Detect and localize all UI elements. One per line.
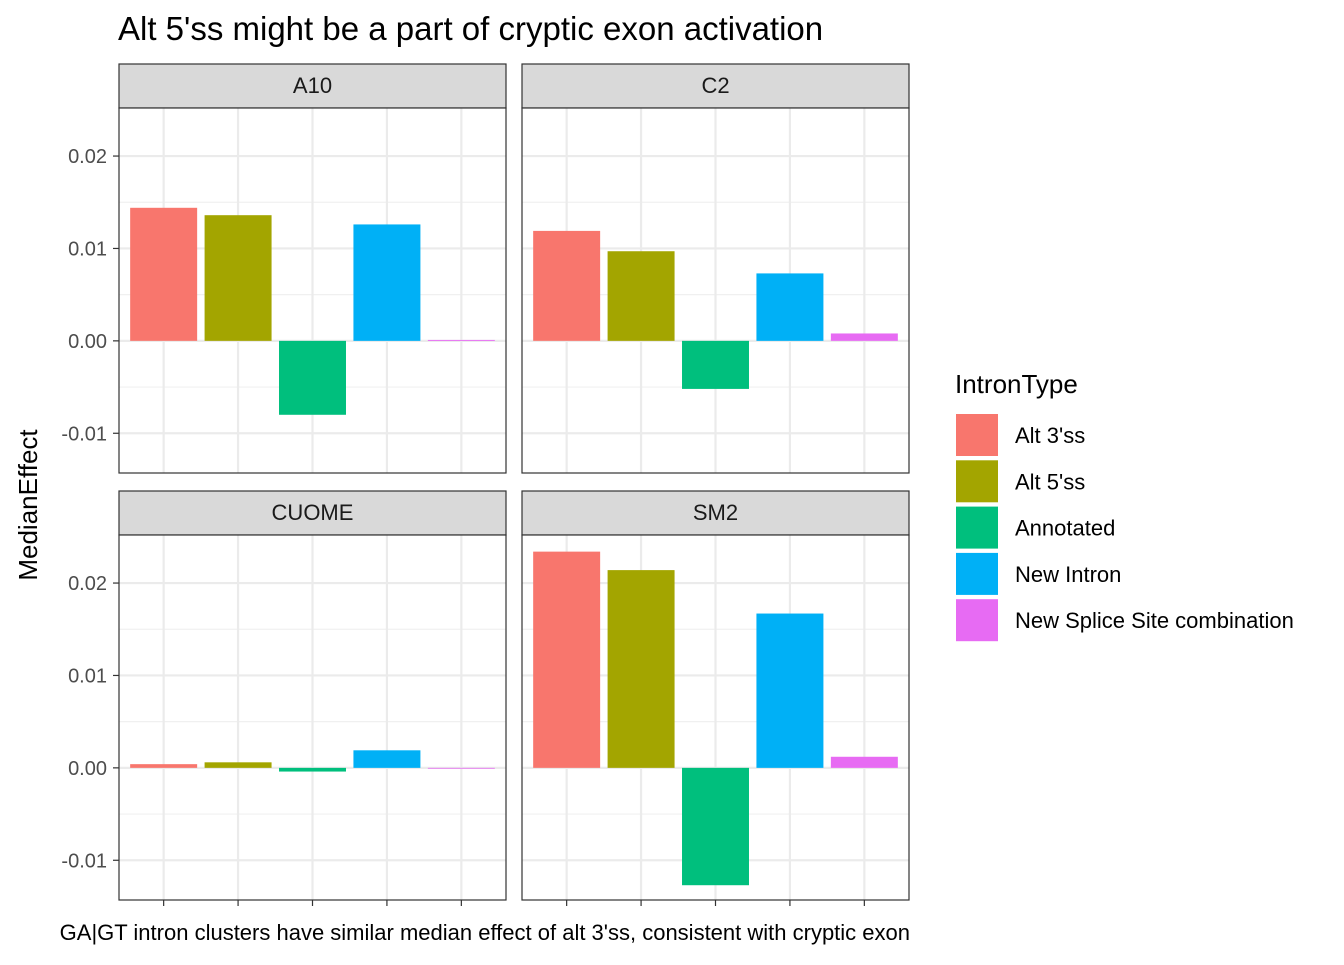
panel-border [521,107,910,474]
facet-panel: A10 -0.01 0.00 0.01 0.02 [61,63,507,474]
chart-title: Alt 5'ss might be a part of cryptic exon… [118,10,823,47]
bar [204,215,272,341]
legend-label: Alt 3'ss [1015,423,1085,448]
legend-swatch [956,414,998,456]
legend-entry: Annotated [956,506,1115,549]
y-tick-label: 0.01 [68,238,107,260]
bar [682,340,749,389]
bar [607,251,675,341]
y-tick-label: 0.00 [68,758,107,780]
panel-border [118,107,507,474]
facet-strip-label: SM2 [693,500,738,525]
legend: IntronType Alt 3'ss Alt 5'ss Annotated New … [955,369,1294,642]
bar [427,339,495,341]
y-axis-label: MedianEffect [13,429,43,581]
facet-strip [118,63,507,109]
facet-strip-label: A10 [293,73,332,98]
legend-swatch [956,552,998,595]
bar [427,767,495,769]
bar [533,551,601,768]
bar [279,767,346,772]
legend-title: IntronType [955,369,1078,399]
chart-caption: GA|GT intron clusters have similar media… [60,920,910,945]
bar [756,273,824,341]
legend-label: Alt 5'ss [1015,469,1085,494]
y-tick-label: 0.02 [68,146,107,168]
bar [607,570,675,768]
legend-entry: New Splice Site combination [956,599,1294,642]
bar [830,756,898,768]
facet-strip-label: CUOME [272,500,354,525]
y-tick-label: 0.00 [68,331,107,353]
bar [682,767,749,886]
y-tick-label: -0.01 [61,850,107,872]
legend-entry: New Intron [956,552,1121,595]
bar [130,764,198,768]
y-tick-label: 0.02 [68,573,107,595]
bar [533,230,601,341]
bar [353,224,421,341]
facet-strip [118,490,507,536]
bar [830,333,898,341]
facet-strip-label: C2 [701,73,729,98]
facet-strip [521,490,910,536]
y-tick-label: -0.01 [61,423,107,445]
legend-label: Annotated [1015,516,1115,541]
facet-panel: C2 [521,63,910,474]
bar [353,750,421,768]
facet-panel: CUOME -0.01 0.00 0.01 0.02 [61,490,507,906]
legend-swatch [956,599,998,642]
legend-entry: Alt 3'ss [956,414,1085,456]
bar [756,613,824,768]
legend-swatch [956,506,998,549]
legend-entry: Alt 5'ss [956,460,1085,503]
y-tick-label: 0.01 [68,665,107,687]
bar [279,340,346,415]
legend-label: New Splice Site combination [1015,608,1294,633]
bar [204,762,272,768]
legend-label: New Intron [1015,562,1121,587]
bar [130,207,198,341]
legend-swatch [956,460,998,503]
facet-panel: SM2 [521,490,910,906]
panels-layer: A10 -0.01 0.00 0.01 0.02 C2 CUOME -0.01 0.00 0.01… [61,63,910,906]
